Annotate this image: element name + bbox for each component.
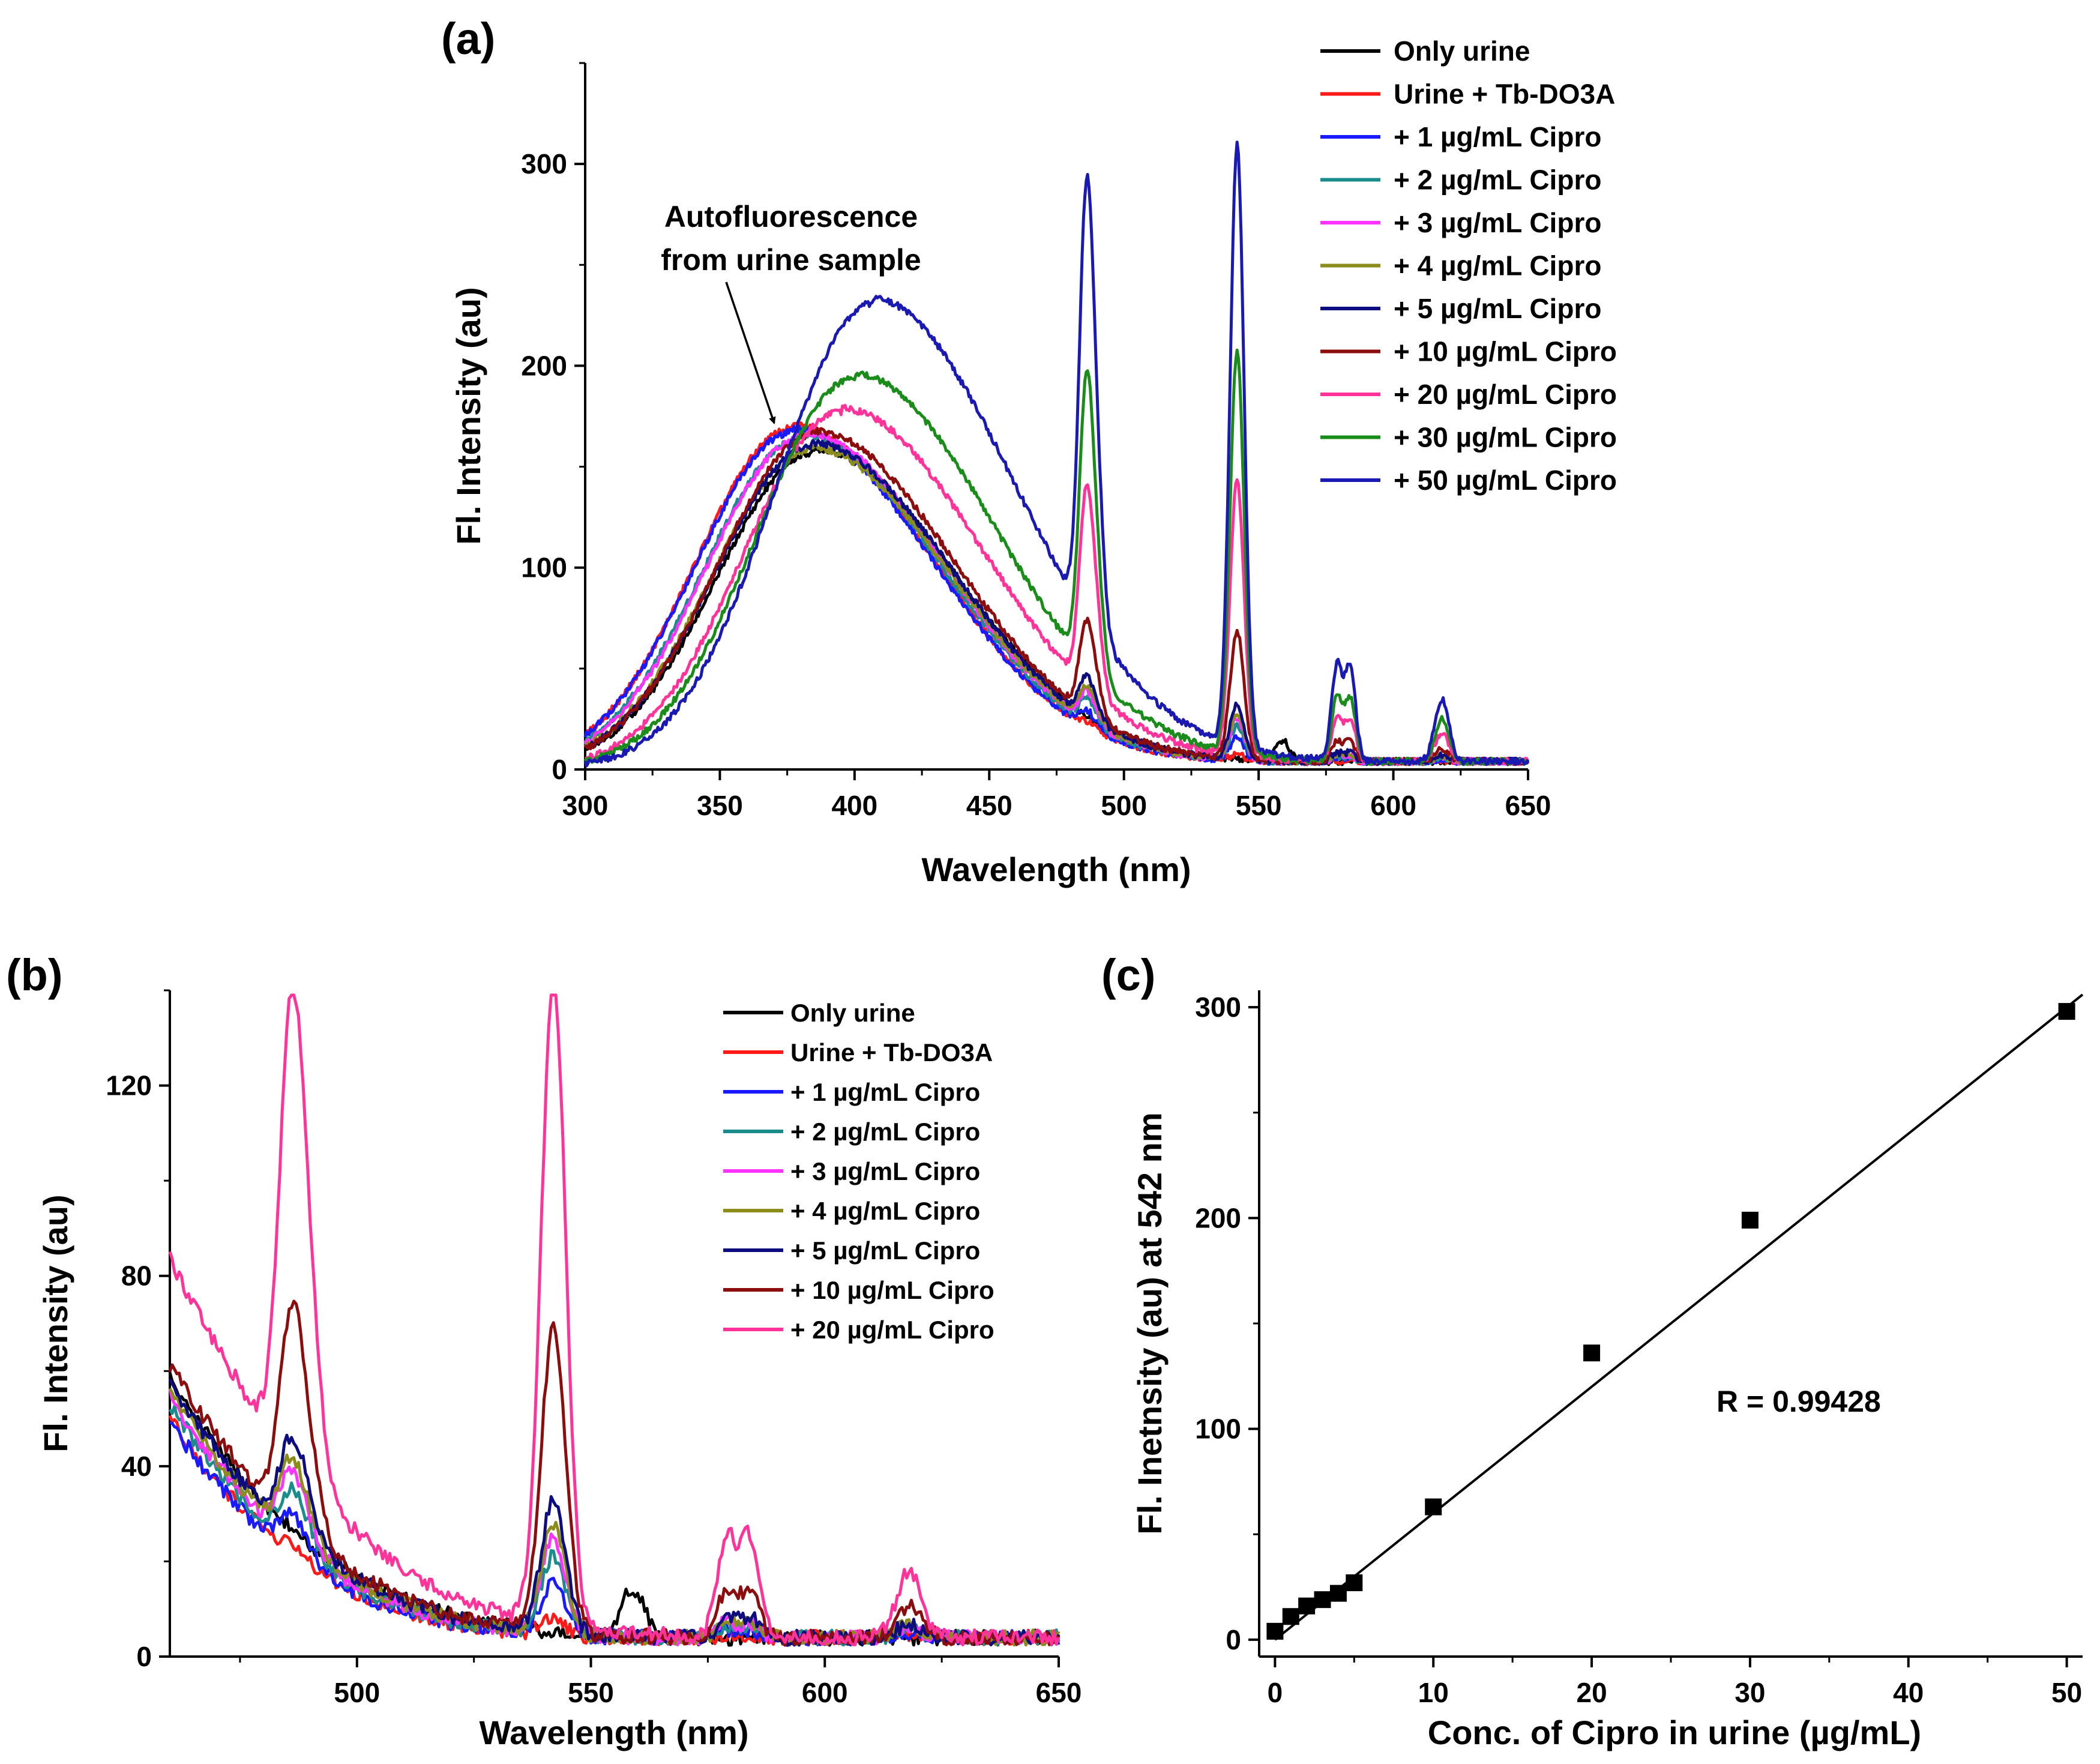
panel-b-axes <box>169 990 1059 1658</box>
panel-c-point-4 <box>1329 1585 1347 1602</box>
panel-b-legend-label-2-ug-ml-cipro: + 2 µg/mL Cipro <box>790 1118 980 1146</box>
panel-b-legend-label-5-ug-ml-cipro: + 5 µg/mL Cipro <box>790 1236 980 1265</box>
panel-c-point-1 <box>1282 1608 1299 1625</box>
panel-a-series-10-ug-ml-cipro <box>584 426 1529 766</box>
panel-a-axes <box>584 63 1528 771</box>
panel-a-series-1-ug-ml-cipro <box>583 424 1529 766</box>
panel-c-point-30 <box>1741 1211 1759 1229</box>
panel-c-fit <box>1274 993 2084 1641</box>
panel-a-x-tick-label-350: 350 <box>697 790 743 821</box>
panel-a-legend-label-1-ug-ml-cipro: + 1 µg/mL Cipro <box>1394 121 1601 152</box>
panel-a-series-2-ug-ml-cipro <box>583 431 1529 766</box>
panel-b-legend-label-4-ug-ml-cipro: + 4 µg/mL Cipro <box>790 1197 980 1225</box>
panel-a: (a) 300 350 400 450 500 550 600 650 0 100 200 300 A… <box>441 14 1617 888</box>
panel-a-annotation-line1: Autofluorescence <box>664 200 918 233</box>
panel-c-point-50 <box>2058 1003 2075 1020</box>
panel-b-y-tick-label-40: 40 <box>121 1451 152 1482</box>
panel-a-legend-label-4-ug-ml-cipro: + 4 µg/mL Cipro <box>1394 250 1601 281</box>
panel-a-series-20-ug-ml-cipro <box>585 403 1529 766</box>
panel-a-legend-label-50-ug-ml-cipro: + 50 µg/mL Cipro <box>1394 465 1617 496</box>
panel-b-x-tick-label-600: 600 <box>802 1677 848 1708</box>
panel-c-x-tick-label-10: 10 <box>1418 1677 1449 1708</box>
panel-b-x-label: Wavelength (nm) <box>479 1714 748 1751</box>
panel-a-legend-label-2-ug-ml-cipro: + 2 µg/mL Cipro <box>1394 164 1601 196</box>
panel-c-x-tick-label-30: 30 <box>1734 1677 1765 1708</box>
panel-a-y-tick-label-300: 300 <box>521 148 567 179</box>
panel-c: (c) 0 10 20 30 40 50 0 100 200 300 R = 0.99428 Co… <box>1101 950 2084 1751</box>
panel-b-legend: Only urine Urine + Tb-DO3A + 1 µg/mL Cipro… <box>723 999 994 1344</box>
panel-b-legend-label-1-ug-ml-cipro: + 1 µg/mL Cipro <box>790 1078 980 1106</box>
panel-c-points <box>1266 1003 2075 1640</box>
panel-b-series <box>168 993 1061 1647</box>
panel-c-point-3 <box>1314 1591 1331 1609</box>
panel-c-r-value: R = 0.99428 <box>1716 1385 1881 1418</box>
panel-b-x-tick-label-500: 500 <box>334 1677 380 1708</box>
panel-a-legend-label-3-ug-ml-cipro: + 3 µg/mL Cipro <box>1394 207 1601 238</box>
panel-c-fit-line <box>1274 993 2084 1641</box>
panel-c-y-tick-label-300: 300 <box>1195 992 1241 1023</box>
panel-b-series-20-ug-ml-cipro <box>168 993 1061 1646</box>
panel-b-legend-label-20-ug-ml-cipro: + 20 µg/mL Cipro <box>790 1316 994 1344</box>
panel-a-x-tick-label-550: 550 <box>1236 790 1282 821</box>
panel-a-x-tick-label-600: 600 <box>1370 790 1416 821</box>
panel-a-label: (a) <box>441 14 495 64</box>
panel-a-legend-label-urine-tb-do3a: Urine + Tb-DO3A <box>1394 79 1615 110</box>
panel-a-legend-label-5-ug-ml-cipro: + 5 µg/mL Cipro <box>1394 293 1601 324</box>
panel-a-y-label: Fl. Intensity (au) <box>450 287 487 544</box>
panel-b-y-label: Fl. Intensity (au) <box>37 1194 74 1452</box>
panel-a-y-tick-label-0: 0 <box>552 754 567 785</box>
panel-a-annotation-line2: from urine sample <box>661 243 921 277</box>
panel-b-x-tick-label-650: 650 <box>1036 1677 1082 1708</box>
panel-a-x-tick-label-400: 400 <box>831 790 877 821</box>
panel-c-point-2 <box>1298 1597 1316 1615</box>
panel-c-y-tick-label-100: 100 <box>1195 1413 1241 1445</box>
panel-b-legend-label-urine-tb-do3a: Urine + Tb-DO3A <box>790 1038 993 1067</box>
panel-a-series-30-ug-ml-cipro <box>583 348 1529 766</box>
panel-a-x-tick-label-650: 650 <box>1505 790 1551 821</box>
panel-b-label: (b) <box>6 950 63 1000</box>
panel-a-x-tick-label-450: 450 <box>966 790 1012 821</box>
panel-a-x-tick-label-500: 500 <box>1101 790 1147 821</box>
panel-b-legend-label-3-ug-ml-cipro: + 3 µg/mL Cipro <box>790 1157 980 1185</box>
panel-c-point-0 <box>1266 1622 1284 1640</box>
panel-c-point-5 <box>1346 1574 1363 1592</box>
panel-a-x-tick-label-300: 300 <box>562 790 609 821</box>
panel-b-legend-label-only-urine: Only urine <box>790 999 915 1027</box>
panel-c-x-tick-label-50: 50 <box>2051 1677 2082 1708</box>
panel-b-x-tick-label-550: 550 <box>568 1677 614 1708</box>
panel-a-annotation-arrow <box>725 281 776 424</box>
panel-c-x-label: Conc. of Cipro in urine (µg/mL) <box>1428 1714 1921 1751</box>
panel-a-y-tick-label-100: 100 <box>521 552 567 583</box>
panel-a-ticks: 300 350 400 450 500 550 600 650 0 100 200 300 <box>521 62 1551 821</box>
panel-c-label: (c) <box>1101 950 1155 1000</box>
panel-b-series-10-ug-ml-cipro <box>168 1299 1061 1647</box>
panel-c-point-10 <box>1425 1498 1442 1516</box>
panel-c-ticks: 0 10 20 30 40 50 0 100 200 300 <box>1195 992 2082 1708</box>
panel-c-point-20 <box>1583 1344 1601 1362</box>
panel-a-legend-label-10-ug-ml-cipro: + 10 µg/mL Cipro <box>1394 336 1617 367</box>
panel-a-series-3-ug-ml-cipro <box>583 429 1530 766</box>
panel-b-y-tick-label-80: 80 <box>121 1260 152 1292</box>
panel-c-y-tick-label-200: 200 <box>1195 1202 1241 1233</box>
panel-c-x-tick-label-40: 40 <box>1893 1677 1924 1708</box>
panel-c-y-label: Fl. Inetnsity (au) at 542 nm <box>1131 1112 1169 1534</box>
panel-b-ticks: 500 550 600 650 0 40 80 120 <box>106 989 1082 1708</box>
panel-a-legend: Only urine Urine + Tb-DO3A + 1 µg/mL Cipro… <box>1320 35 1617 496</box>
panel-b-legend-label-10-ug-ml-cipro: + 10 µg/mL Cipro <box>790 1276 994 1304</box>
panel-a-x-label: Wavelength (nm) <box>921 850 1191 888</box>
panel-c-x-tick-label-20: 20 <box>1576 1677 1607 1708</box>
panel-a-y-tick-label-200: 200 <box>521 350 567 381</box>
panel-c-y-tick-label-0: 0 <box>1226 1624 1241 1655</box>
panel-a-legend-label-30-ug-ml-cipro: + 30 µg/mL Cipro <box>1394 422 1617 453</box>
panel-b: (b) 500 550 600 650 0 40 80 120 Wavelength (nm)… <box>6 950 1082 1751</box>
panel-b-y-tick-label-0: 0 <box>136 1641 152 1672</box>
panel-a-legend-label-only-urine: Only urine <box>1394 35 1530 67</box>
panel-c-x-tick-label-0: 0 <box>1268 1677 1283 1708</box>
panel-b-y-tick-label-120: 120 <box>106 1070 152 1101</box>
panel-a-legend-label-20-ug-ml-cipro: + 20 µg/mL Cipro <box>1394 379 1617 410</box>
panel-a-series-50-ug-ml-cipro <box>583 140 1530 768</box>
panel-a-series <box>583 140 1530 768</box>
